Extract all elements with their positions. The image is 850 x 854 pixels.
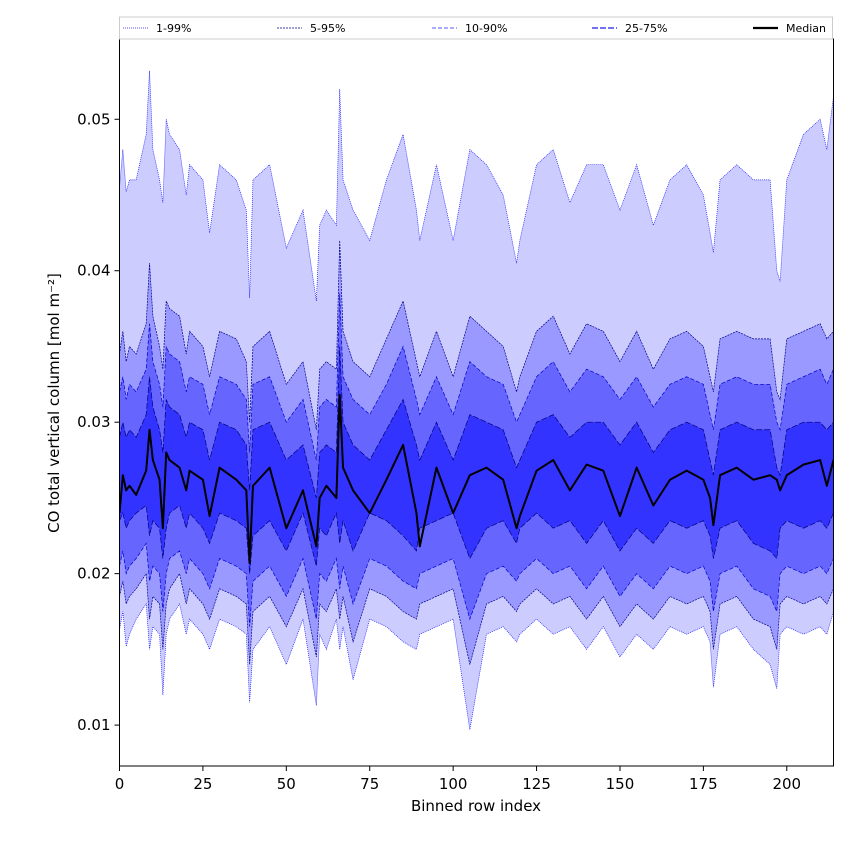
y-tick-label: 0.05 <box>77 110 110 128</box>
band-25-75-lower-edge <box>119 504 834 574</box>
x-tick-label: 75 <box>360 775 379 793</box>
y-tick-label: 0.04 <box>77 262 110 280</box>
x-tick-label: 125 <box>522 775 551 793</box>
band-10-90-lower-edge <box>119 542 834 627</box>
band-10-90-upper-edge <box>119 293 834 461</box>
band-5-95-lower-edge <box>119 572 834 665</box>
band-1-99-lower-edge <box>119 602 834 730</box>
y-tick-label: 0.03 <box>77 413 110 431</box>
median-layer <box>119 393 834 565</box>
y-axis: 0.01 0.02 0.03 0.04 0.05 <box>77 110 120 734</box>
x-axis-label: Binned row index <box>411 797 541 815</box>
percentile-bands <box>119 70 834 730</box>
y-tick-label: 0.02 <box>77 565 110 583</box>
legend-label: 10-90% <box>465 22 507 35</box>
band-25-75-upper-edge <box>119 346 834 499</box>
legend-label: 1-99% <box>156 22 191 35</box>
y-tick-label: 0.01 <box>77 716 110 734</box>
x-tick-label: 0 <box>115 775 125 793</box>
band-1-99-upper-edge <box>119 70 834 302</box>
band-25-75-fill <box>119 346 834 574</box>
y-axis-label: CO total vertical column [mol m⁻²] <box>45 273 63 533</box>
x-tick-label: 150 <box>606 775 635 793</box>
legend-label: Median <box>786 22 826 35</box>
x-tick-label: 175 <box>689 775 718 793</box>
legend-label: 5-95% <box>310 22 345 35</box>
legend-label: 25-75% <box>625 22 667 35</box>
median-line <box>119 393 834 565</box>
plot-area <box>119 70 834 730</box>
band-5-95-upper-edge <box>119 240 834 430</box>
x-tick-label: 25 <box>193 775 212 793</box>
x-axis: 0 25 50 75 100 125 150 175 200 <box>115 766 801 793</box>
legend: 1-99% 5-95% 10-90% 25-75% Median <box>119 16 833 40</box>
x-tick-label: 100 <box>439 775 468 793</box>
x-tick-label: 50 <box>277 775 296 793</box>
legend-frame <box>119 16 833 40</box>
x-tick-label: 200 <box>772 775 801 793</box>
